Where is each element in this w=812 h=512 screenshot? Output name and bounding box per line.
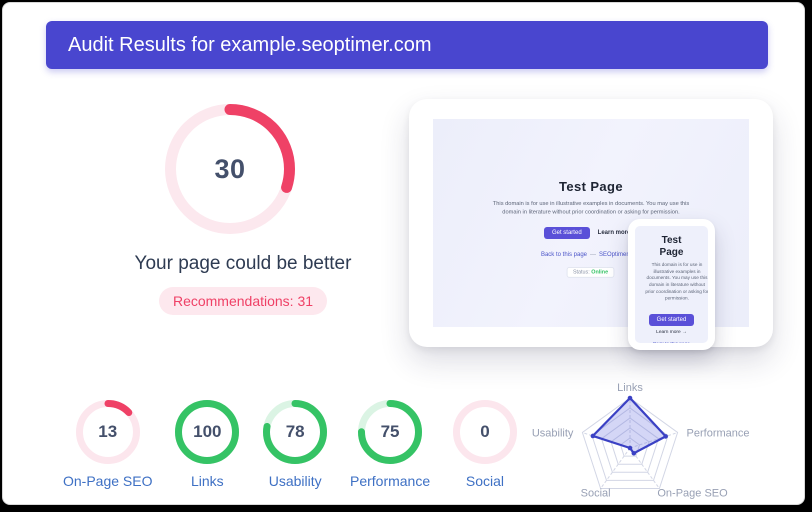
preview-get-started-button: Get started — [543, 226, 590, 239]
category-score-usability: 78 — [285, 422, 305, 441]
overall-message: Your page could be better — [134, 253, 352, 274]
phone-page-title: Test Page — [659, 235, 684, 258]
preview-page-body: This domain is for use in illustrative e… — [492, 200, 690, 216]
phone-learn-more-link: Learn more → — [656, 330, 687, 335]
category-label-social[interactable]: Social — [465, 473, 505, 489]
category-score-performance: 75 — [380, 422, 400, 441]
overall-score-value: 30 — [214, 153, 246, 184]
phone-cta-row: Get started — [635, 308, 708, 327]
category-label-on-page-seo[interactable]: On-Page SEO — [63, 473, 153, 489]
radar-axis-label-on-page-seo: On-Page SEO — [657, 487, 728, 499]
category-gauge-on-page-seo: 13 — [75, 399, 141, 465]
category-usability: 78 Usability — [262, 399, 328, 489]
category-gauge-links: 100 — [174, 399, 240, 465]
header-bar: Audit Results for example.seoptimer.com — [46, 21, 768, 69]
category-gauge-performance: 75 — [357, 399, 423, 465]
category-gauge-social: 0 — [452, 399, 518, 465]
preview-status-chip: Status: Online — [567, 266, 615, 278]
preview-learn-more-link: Learn more → — [597, 229, 639, 236]
page-title: Audit Results for example.seoptimer.com — [68, 33, 432, 56]
radar-axis-label-social: Social — [581, 487, 611, 499]
category-score-on-page-seo: 13 — [98, 422, 118, 441]
category-score-social: 0 — [480, 422, 490, 441]
radar-axis-label-usability: Usability — [532, 428, 574, 440]
preview-site-link: SEOptimer.com — [599, 251, 642, 258]
radar-chart: Links Performance On-Page SEO Social Usabili… — [532, 382, 750, 499]
preview-cta-row: Get started Learn more → — [433, 226, 749, 239]
status-label: Status: — [573, 269, 591, 275]
preview-links-row: Back to this page — SEOptimer.com — [433, 252, 749, 258]
category-gauges: 13 On-Page SEO 100 Links 78 Usability 75 Perfor… — [63, 399, 518, 489]
phone-screenshot: Test Page This domain is for use in illu… — [635, 226, 708, 343]
phone-mockup: Test Page This domain is for use in illu… — [628, 219, 715, 350]
category-score-links: 100 — [193, 422, 222, 441]
phone-page-body: This domain is for use in illustrative e… — [645, 262, 708, 302]
preview-page-title: Test Page — [558, 179, 624, 194]
category-links: 100 Links — [174, 399, 240, 489]
category-label-links[interactable]: Links — [190, 473, 224, 489]
category-gauge-usability: 78 — [262, 399, 328, 465]
category-on-page-seo: 13 On-Page SEO — [63, 399, 153, 489]
audit-report-card: Audit Results for example.seoptimer.com … — [2, 2, 805, 505]
phone-back-link: Back to this page — [642, 342, 700, 343]
category-performance: 75 Performance — [350, 399, 430, 489]
overall-score-gauge: 30 — [164, 103, 296, 235]
category-label-performance[interactable]: Performance — [349, 473, 431, 489]
tablet-mockup: Test Page This domain is for use in illu… — [409, 99, 773, 347]
link-separator: — — [590, 251, 596, 258]
radar-axis-label-links: Links — [617, 382, 643, 394]
recommendations-row: Recommendations: 31 — [41, 287, 445, 315]
category-label-usability[interactable]: Usability — [268, 473, 322, 489]
status-value: Online — [591, 269, 609, 275]
recommendations-badge[interactable]: Recommendations: 31 — [158, 287, 328, 315]
radar-axis-label-performance: Performance — [687, 428, 750, 440]
phone-get-started-button: Get started — [648, 314, 695, 327]
category-social: 0 Social — [452, 399, 518, 489]
preview-back-link: Back to this page — [540, 251, 587, 258]
overall-gauge-ring — [165, 104, 295, 234]
